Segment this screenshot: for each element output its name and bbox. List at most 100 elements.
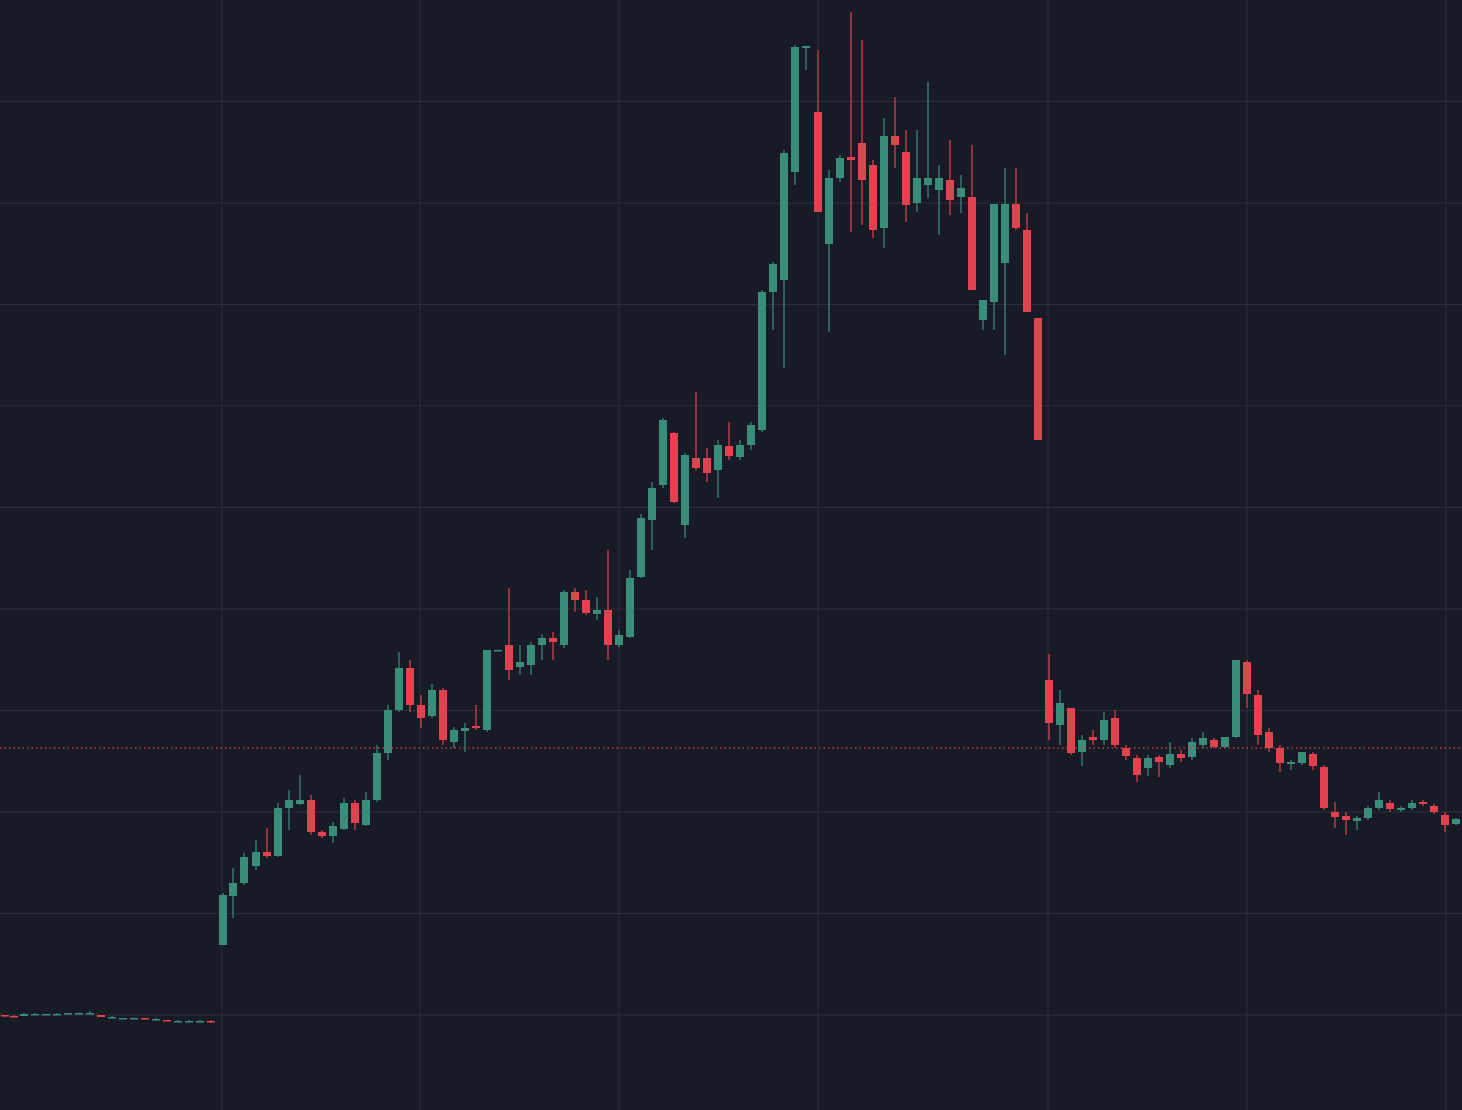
- candle-body: [648, 488, 656, 520]
- candle-body: [1177, 754, 1185, 758]
- candle-body: [185, 1021, 193, 1023]
- candle-body: [979, 300, 987, 320]
- candle-body: [130, 1018, 138, 1020]
- candle-body: [461, 728, 469, 731]
- candle-body: [1397, 808, 1405, 810]
- candle-body: [196, 1021, 204, 1023]
- candle-body: [571, 592, 579, 600]
- candle-body: [725, 446, 733, 456]
- candle-body: [703, 458, 711, 473]
- candle-body: [1342, 816, 1350, 820]
- candle-body: [1408, 803, 1416, 808]
- candle-body: [1309, 754, 1317, 766]
- candle-body: [637, 518, 645, 577]
- candle-body: [802, 46, 810, 48]
- candle-body: [219, 895, 227, 945]
- candle-body: [891, 136, 899, 145]
- candle-body: [428, 690, 436, 716]
- candle-body: [20, 1014, 28, 1016]
- candle-body: [472, 726, 480, 728]
- candle-body: [990, 204, 998, 302]
- candle-body: [858, 143, 866, 180]
- candle-body: [1386, 803, 1394, 809]
- candle-body: [1001, 204, 1009, 263]
- candle-body: [274, 808, 282, 856]
- candle-body: [1089, 737, 1097, 740]
- candle-body: [1067, 708, 1075, 753]
- candle-body: [604, 610, 612, 645]
- candle-body: [1364, 808, 1372, 818]
- candle-body: [439, 690, 447, 740]
- candle-body: [747, 425, 755, 445]
- candle-body: [836, 158, 844, 178]
- candle-body: [1221, 737, 1229, 747]
- candle-body: [582, 600, 590, 613]
- candle-body: [681, 455, 689, 525]
- candle-body: [593, 610, 601, 614]
- candle-body: [163, 1020, 171, 1022]
- candle-body: [769, 264, 777, 292]
- candle-body: [174, 1021, 182, 1023]
- candle-body: [1254, 695, 1262, 735]
- candle-body: [847, 157, 855, 160]
- candle-body: [880, 136, 888, 228]
- candle-body: [505, 645, 513, 670]
- candle-body: [384, 710, 392, 753]
- candle-body: [417, 705, 425, 718]
- candle-body: [318, 832, 326, 836]
- candle-body: [1144, 758, 1152, 768]
- candle-body: [1199, 738, 1207, 745]
- candle-body: [1375, 800, 1383, 808]
- candle-body: [362, 800, 370, 825]
- candle-body: [1188, 742, 1196, 757]
- candle-body: [924, 178, 932, 185]
- candle-body: [64, 1013, 72, 1015]
- candle-body: [351, 803, 359, 823]
- candle-body: [1353, 818, 1361, 821]
- candle-body: [1166, 754, 1174, 765]
- candle-body: [659, 420, 667, 485]
- candle-body: [1276, 748, 1284, 763]
- candle-body: [1452, 819, 1460, 824]
- candle-body: [119, 1018, 127, 1020]
- candle-body: [780, 153, 788, 280]
- candle-body: [1243, 662, 1251, 694]
- candle-body: [1133, 758, 1141, 775]
- candle-body: [450, 730, 458, 742]
- candle-body: [538, 638, 546, 645]
- candle-body: [141, 1018, 149, 1020]
- candle-body: [1100, 720, 1108, 740]
- candle-body: [1430, 806, 1438, 812]
- candle-body: [373, 753, 381, 800]
- candle-body: [615, 635, 623, 645]
- candle-body: [1320, 767, 1328, 808]
- candle-body: [329, 826, 337, 836]
- candle-body: [1210, 740, 1218, 747]
- candle-body: [97, 1015, 105, 1017]
- candle-body: [791, 47, 799, 172]
- candle-body: [252, 852, 260, 866]
- candle-body: [240, 857, 248, 883]
- candle-body: [869, 165, 877, 230]
- candle-body: [229, 883, 237, 896]
- candle-body: [395, 668, 403, 710]
- candle-body: [758, 292, 766, 430]
- candle-body: [736, 445, 744, 457]
- candle-body: [1155, 757, 1163, 762]
- candle-body: [913, 178, 921, 203]
- candle-body: [1122, 748, 1130, 756]
- candle-body: [1012, 204, 1020, 228]
- candle-body: [108, 1017, 116, 1019]
- candle-body: [549, 638, 557, 642]
- candle-body: [1419, 802, 1427, 804]
- candle-body: [75, 1013, 83, 1015]
- candle-body: [53, 1014, 61, 1016]
- candle-body: [1023, 230, 1031, 312]
- candle-body: [483, 650, 491, 730]
- candle-body: [207, 1021, 215, 1023]
- candle-body: [902, 152, 910, 205]
- candle-body: [814, 112, 822, 212]
- candle-body: [42, 1014, 50, 1016]
